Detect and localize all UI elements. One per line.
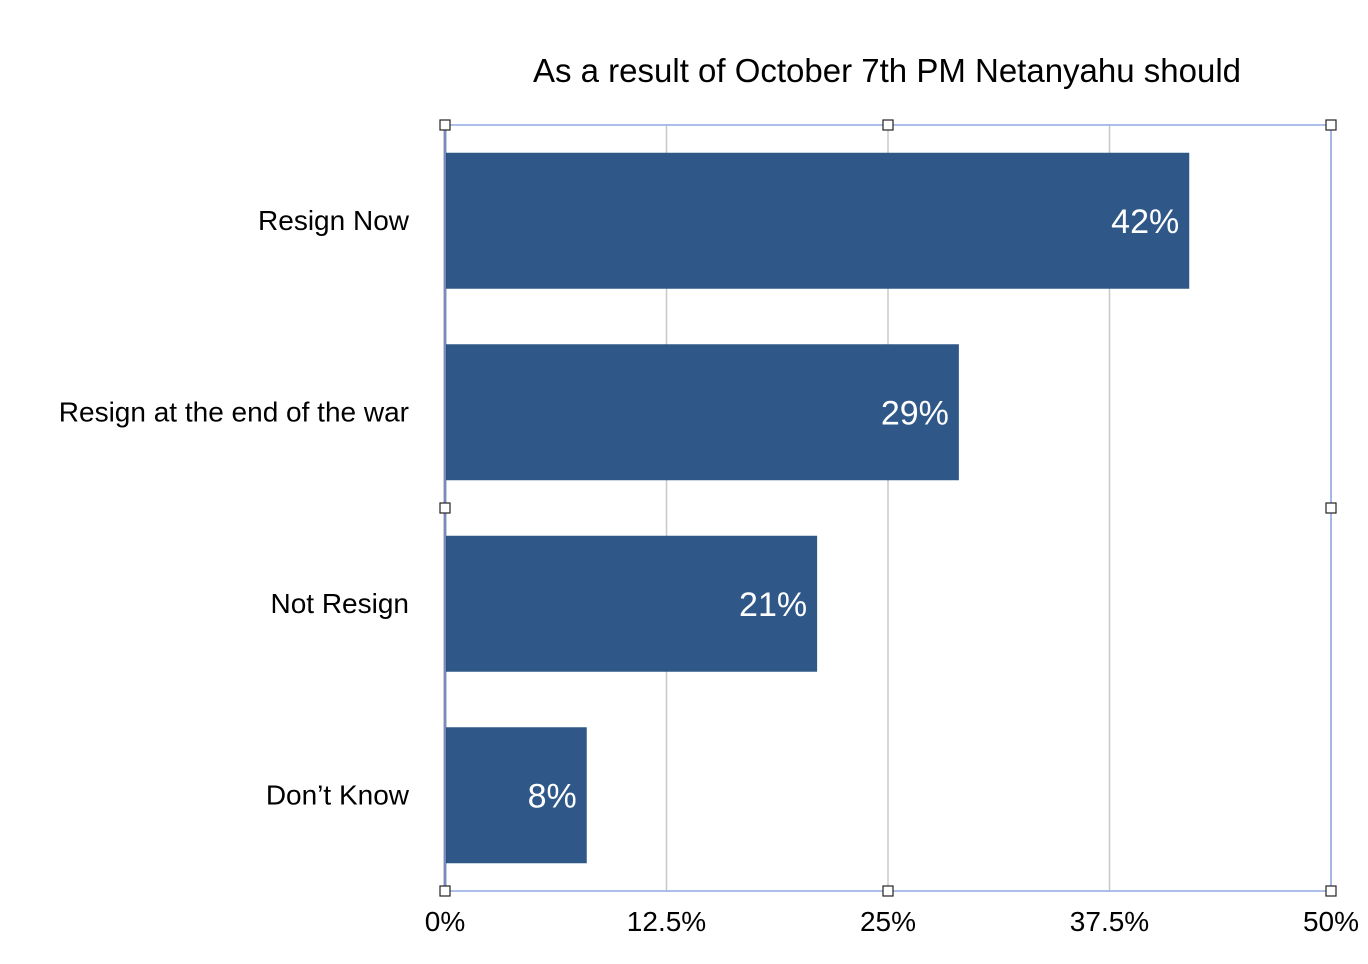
category-labels: Resign Now Resign at the end of the war No… [59,205,410,811]
x-tick-label: 25% [860,906,916,937]
x-tick-label: 50% [1303,906,1359,937]
resize-handle[interactable] [439,119,451,131]
bar-data-label: 8% [528,777,577,815]
x-tick-label: 37.5% [1070,906,1149,937]
chart-title: As a result of October 7th PM Netanyahu … [533,52,1241,89]
resize-handle[interactable] [1325,885,1337,897]
resize-handle[interactable] [439,502,451,514]
bar [445,152,1190,289]
bar-data-label: 29% [881,394,949,432]
category-label: Resign at the end of the war [59,396,409,427]
resize-handle[interactable] [1325,119,1337,131]
x-tick-labels: 0% 12.5% 25% 37.5% 50% [425,906,1359,937]
chart-selection-frame[interactable] [439,119,1337,897]
x-tick-label: 0% [425,906,465,937]
category-label: Not Resign [270,588,409,619]
bars: 42% 29% 21% 8% [445,152,1190,864]
resize-handle[interactable] [882,885,894,897]
resize-handle[interactable] [439,885,451,897]
category-label: Don’t Know [266,779,410,810]
bar [445,344,959,481]
bar [445,535,818,672]
category-label: Resign Now [258,205,410,236]
bar-data-label: 42% [1111,203,1179,241]
bar-data-label: 21% [739,586,807,624]
bar [445,727,587,864]
x-tick-label: 12.5% [627,906,706,937]
resize-handle[interactable] [1325,502,1337,514]
resize-handle[interactable] [882,119,894,131]
